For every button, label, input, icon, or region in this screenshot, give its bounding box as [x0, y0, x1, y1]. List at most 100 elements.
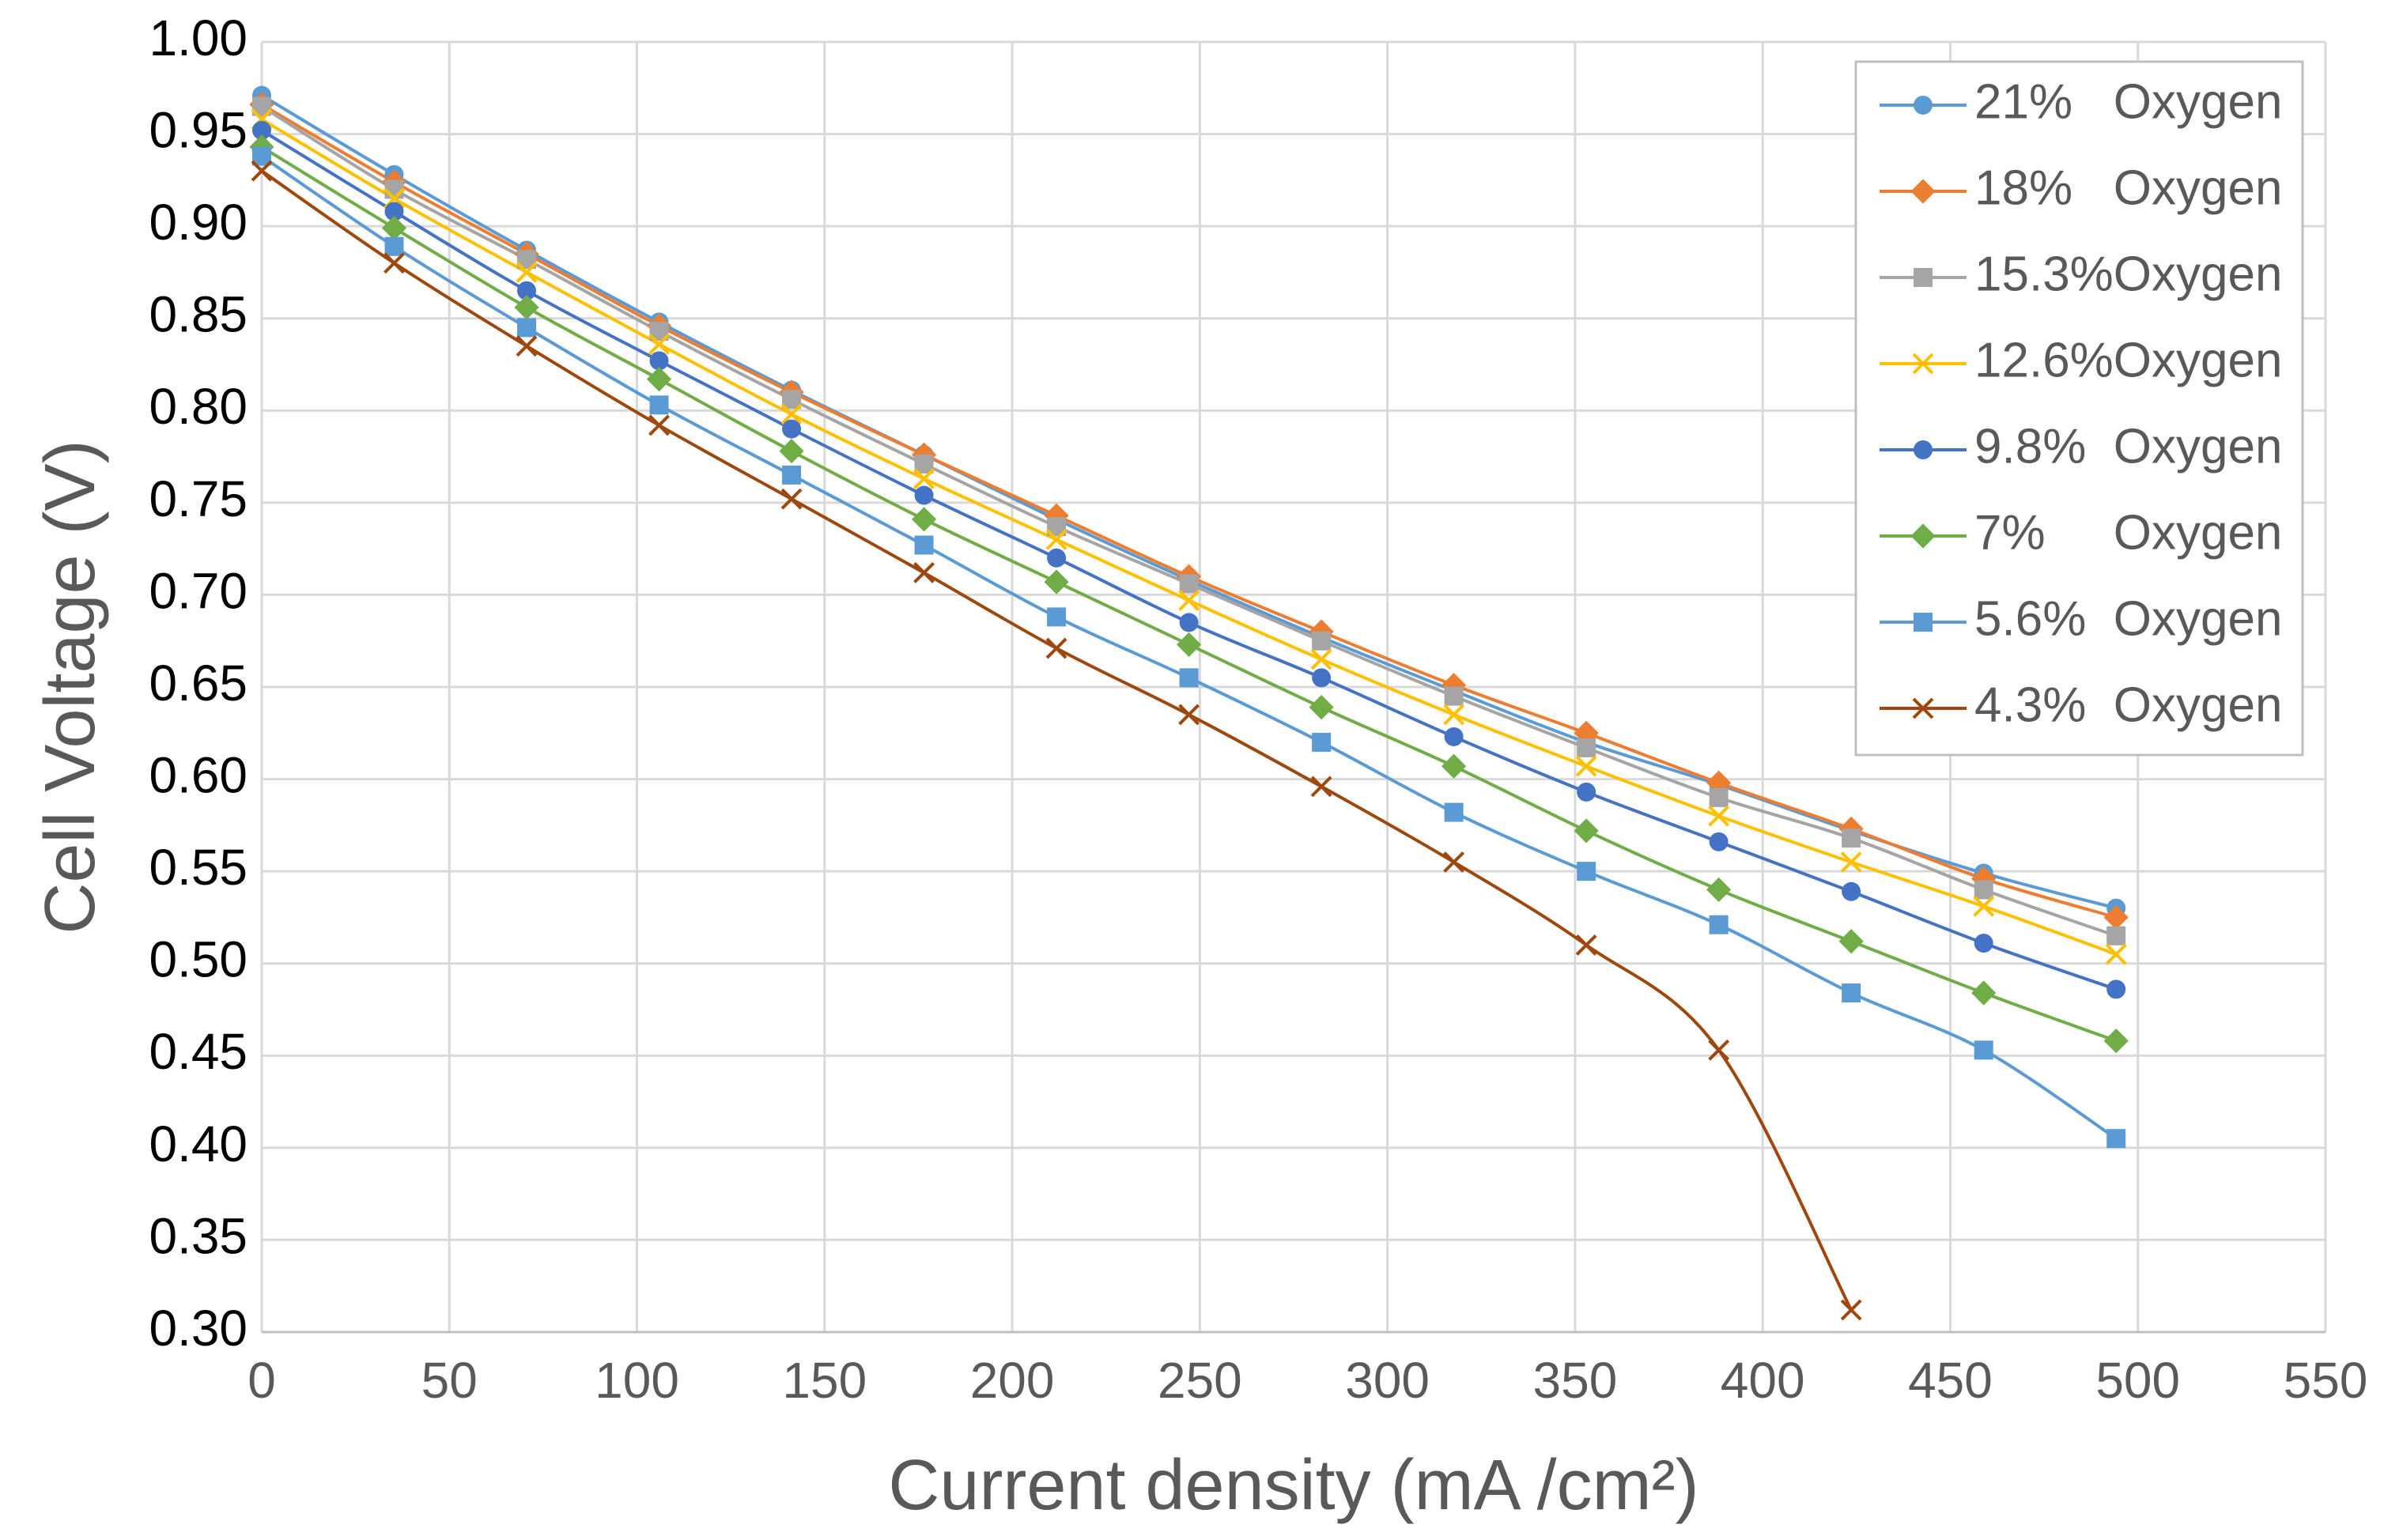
marker	[1912, 697, 1934, 719]
marker	[1309, 695, 1334, 720]
y-tick-label: 0.70	[149, 562, 247, 619]
marker	[1312, 668, 1332, 688]
marker	[1443, 851, 1465, 873]
marker	[1914, 96, 1933, 115]
marker	[1044, 569, 1069, 594]
marker	[1178, 590, 1200, 611]
marker	[1577, 738, 1596, 757]
marker	[782, 390, 802, 410]
marker	[1974, 880, 1993, 900]
y-tick-label: 0.30	[149, 1300, 247, 1357]
marker	[1910, 179, 1936, 204]
series-line	[260, 169, 1853, 1311]
y-tick-label: 0.95	[149, 101, 247, 158]
legend-label: 7% Oxygen	[1974, 505, 2282, 560]
marker	[2103, 1029, 2129, 1054]
legend-label: 15.3%Oxygen	[1974, 247, 2282, 301]
marker	[1910, 523, 1936, 549]
marker	[1047, 607, 1067, 627]
marker	[1706, 877, 1732, 903]
marker	[383, 252, 405, 274]
y-axis-title: Cell Voltage (V)	[31, 440, 110, 934]
legend-label: 4.3% Oxygen	[1974, 678, 2282, 732]
legend-label: 21% Oxygen	[1974, 74, 2282, 129]
marker	[1912, 353, 1934, 375]
marker	[648, 333, 670, 355]
y-tick-label: 0.35	[149, 1207, 247, 1264]
marker	[1310, 776, 1332, 798]
marker	[1577, 782, 1596, 802]
marker	[1842, 829, 1861, 848]
marker	[384, 179, 404, 199]
marker	[1709, 787, 1729, 807]
marker	[2103, 904, 2129, 930]
marker	[1914, 268, 1933, 287]
x-tick-label: 350	[1533, 1352, 1618, 1409]
marker	[911, 507, 937, 532]
x-tick-label: 100	[595, 1352, 679, 1409]
legend-box	[1854, 60, 2304, 757]
marker	[1047, 548, 1067, 568]
marker	[1312, 732, 1332, 752]
marker	[1709, 915, 1729, 934]
y-tick-label: 0.65	[149, 655, 247, 711]
legend-label: 12.6%Oxygen	[1974, 333, 2282, 387]
marker	[1973, 896, 1995, 917]
x-tick-label: 450	[1908, 1352, 1993, 1409]
marker	[649, 395, 669, 415]
x-tick-label: 0	[247, 1352, 276, 1409]
marker	[1443, 704, 1465, 726]
marker	[384, 202, 404, 221]
marker	[1179, 668, 1199, 688]
marker	[1575, 755, 1597, 777]
marker	[1709, 832, 1729, 851]
y-tick-label: 0.75	[149, 470, 247, 527]
marker	[1575, 934, 1597, 956]
marker	[2106, 979, 2126, 999]
x-tick-label: 150	[782, 1352, 867, 1409]
y-tick-label: 0.45	[149, 1023, 247, 1080]
marker	[1840, 851, 1862, 873]
marker	[780, 488, 803, 510]
series-line	[260, 104, 2117, 938]
x-tick-label: 200	[970, 1352, 1055, 1409]
marker	[1971, 980, 1997, 1006]
marker	[779, 438, 804, 464]
x-tick-label: 400	[1721, 1352, 1805, 1409]
y-tick-label: 1.00	[149, 9, 247, 66]
y-tick-label: 0.90	[149, 194, 247, 251]
marker	[1444, 686, 1464, 706]
marker	[1177, 632, 1202, 657]
marker	[1179, 613, 1199, 632]
marker	[780, 403, 803, 425]
x-tick-label: 500	[2095, 1352, 2180, 1409]
marker	[1441, 753, 1467, 779]
x-axis-title: Current density (mA /cm²)	[888, 1446, 1698, 1525]
marker	[1179, 574, 1199, 594]
legend-label: 5.6% Oxygen	[1974, 591, 2282, 646]
marker	[384, 236, 404, 256]
marker	[1914, 440, 1933, 459]
marker	[251, 160, 273, 182]
marker	[252, 120, 271, 140]
marker	[1178, 704, 1200, 726]
marker	[1444, 802, 1464, 822]
marker	[782, 465, 802, 485]
marker	[1708, 1039, 1730, 1061]
marker	[381, 215, 407, 241]
marker	[914, 485, 934, 505]
marker	[648, 414, 670, 436]
x-tick-label: 300	[1345, 1352, 1430, 1409]
marker	[1842, 881, 1861, 901]
marker	[782, 419, 802, 439]
marker	[1838, 929, 1864, 954]
marker	[1842, 983, 1861, 1003]
marker	[1574, 818, 1599, 844]
y-tick-label: 0.60	[149, 746, 247, 803]
marker	[514, 295, 539, 320]
marker	[646, 367, 672, 392]
series-line	[260, 118, 2117, 956]
y-tick-label: 0.55	[149, 839, 247, 896]
x-tick-label: 50	[421, 1352, 478, 1409]
